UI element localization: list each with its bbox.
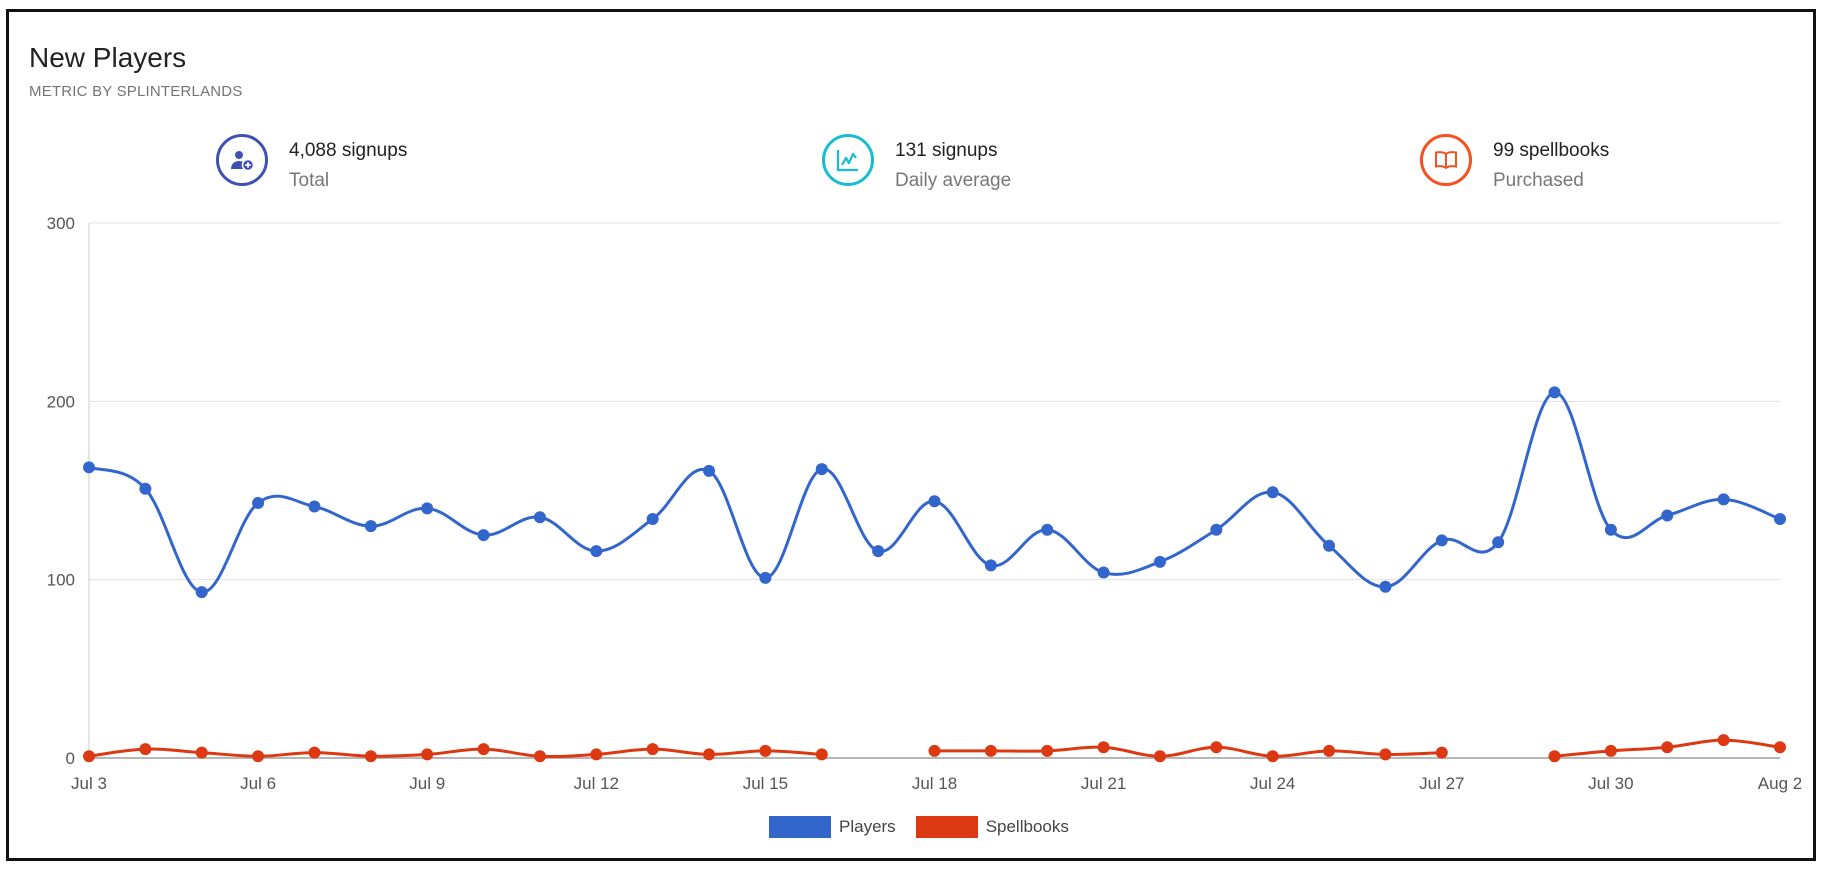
- data-point-players: [83, 461, 95, 474]
- data-point-spellbooks: [1041, 744, 1054, 757]
- stat-spellbooks-label: Purchased: [1493, 170, 1584, 191]
- data-point-spellbooks: [590, 748, 603, 761]
- data-point-players: [1604, 523, 1617, 536]
- data-point-spellbooks: [1379, 748, 1392, 761]
- chart-legend: Players Spellbooks: [769, 816, 1069, 838]
- data-point-players: [1266, 486, 1279, 499]
- data-point-spellbooks: [1661, 741, 1674, 754]
- data-point-players: [421, 502, 434, 515]
- data-point-spellbooks: [364, 750, 377, 763]
- data-point-spellbooks: [83, 750, 95, 763]
- stat-daily-average-value: 131 signups: [895, 140, 998, 161]
- page-subtitle: METRIC BY SPLINTERLANDS: [29, 83, 243, 100]
- data-point-spellbooks: [646, 743, 659, 756]
- data-point-spellbooks: [308, 746, 321, 759]
- line-chart-icon: [822, 134, 874, 186]
- data-point-spellbooks: [928, 744, 941, 757]
- data-point-players: [533, 511, 546, 524]
- data-point-players: [1379, 580, 1392, 593]
- y-tick-label: 100: [47, 571, 75, 590]
- x-tick-label: Jul 12: [574, 774, 619, 793]
- data-point-spellbooks: [139, 743, 152, 756]
- data-point-spellbooks: [1435, 746, 1448, 759]
- data-point-players: [872, 545, 885, 558]
- x-tick-label: Jul 24: [1250, 774, 1295, 793]
- data-point-spellbooks: [1266, 750, 1279, 763]
- data-point-spellbooks: [1153, 750, 1166, 763]
- x-tick-label: Jul 6: [240, 774, 276, 793]
- y-tick-label: 300: [47, 214, 75, 233]
- stat-spellbooks-value: 99 spellbooks: [1493, 140, 1610, 161]
- data-point-spellbooks: [984, 744, 997, 757]
- x-tick-label: Aug 2: [1758, 774, 1802, 793]
- data-point-players: [1435, 534, 1448, 547]
- data-point-players: [1492, 536, 1505, 549]
- data-point-spellbooks: [421, 748, 434, 761]
- x-tick-label: Jul 9: [409, 774, 445, 793]
- data-point-players: [815, 463, 828, 476]
- x-tick-label: Jul 3: [71, 774, 107, 793]
- data-point-spellbooks: [1717, 734, 1730, 747]
- data-point-players: [139, 482, 152, 495]
- data-point-spellbooks: [1323, 744, 1336, 757]
- data-point-spellbooks: [477, 743, 490, 756]
- data-point-spellbooks: [533, 750, 546, 763]
- stat-daily-average-label: Daily average: [895, 170, 1012, 191]
- data-point-spellbooks: [703, 748, 716, 761]
- stat-total-value: 4,088 signups: [289, 140, 408, 161]
- data-point-players: [759, 571, 772, 584]
- series-line-spellbooks: [934, 745, 1442, 758]
- add-user-icon: [216, 134, 268, 186]
- data-point-players: [477, 529, 490, 542]
- data-point-spellbooks: [1548, 750, 1561, 763]
- data-point-spellbooks: [1210, 741, 1223, 754]
- data-point-players: [984, 559, 997, 572]
- x-tick-label: Jul 27: [1419, 774, 1464, 793]
- stat-total-label: Total: [289, 170, 330, 191]
- data-point-players: [928, 495, 941, 508]
- data-point-players: [703, 464, 716, 477]
- data-point-players: [1153, 555, 1166, 568]
- data-point-players: [646, 513, 659, 526]
- page-title: New Players: [29, 42, 187, 73]
- data-point-players: [1041, 523, 1054, 536]
- data-point-players: [1097, 566, 1110, 579]
- y-tick-label: 0: [66, 749, 75, 768]
- data-point-players: [252, 496, 265, 509]
- legend-item-players[interactable]: Players: [769, 816, 896, 838]
- x-tick-label: Jul 15: [743, 774, 788, 793]
- legend-swatch-spellbooks: [915, 816, 978, 838]
- data-point-players: [1323, 539, 1336, 552]
- data-point-spellbooks: [1604, 744, 1617, 757]
- open-book-icon: [1420, 134, 1472, 186]
- data-point-spellbooks: [759, 744, 772, 757]
- data-point-players: [195, 586, 208, 599]
- data-point-spellbooks: [815, 748, 828, 761]
- series-line-players: [88, 390, 1781, 594]
- legend-swatch-players: [769, 816, 831, 838]
- legend-label-spellbooks: Spellbooks: [985, 817, 1069, 836]
- x-tick-label: Jul 21: [1081, 774, 1126, 793]
- data-point-players: [1717, 493, 1730, 506]
- x-tick-label: Jul 18: [912, 774, 957, 793]
- data-point-players: [590, 545, 603, 558]
- chart-card: New Players METRIC BY SPLINTERLANDS 4,08…: [6, 9, 1816, 861]
- y-tick-label: 200: [47, 392, 75, 411]
- data-point-spellbooks: [252, 750, 265, 763]
- legend-item-spellbooks[interactable]: Spellbooks: [915, 816, 1069, 838]
- data-point-players: [1548, 386, 1561, 399]
- data-point-spellbooks: [1097, 741, 1110, 754]
- data-point-spellbooks: [1774, 741, 1786, 754]
- data-point-players: [1210, 523, 1223, 536]
- data-point-players: [364, 520, 377, 533]
- data-point-players: [1661, 509, 1674, 522]
- legend-label-players: Players: [839, 817, 896, 836]
- data-point-players: [308, 500, 321, 513]
- x-tick-label: Jul 30: [1588, 774, 1633, 793]
- data-point-players: [1774, 513, 1786, 526]
- data-point-spellbooks: [195, 746, 208, 759]
